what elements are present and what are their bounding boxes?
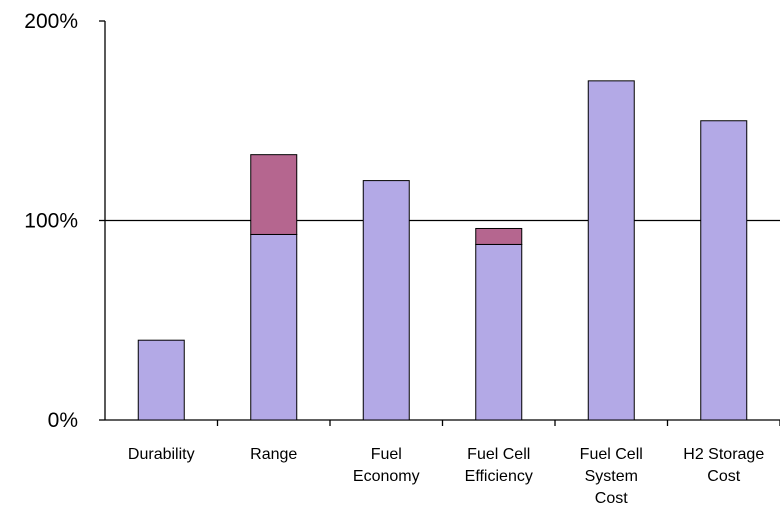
bar-base-3 bbox=[475, 243, 523, 421]
bar-base-1 bbox=[250, 233, 298, 421]
bar-base-2 bbox=[362, 180, 410, 421]
bar-stack-1 bbox=[250, 154, 298, 235]
chart-bars bbox=[137, 80, 748, 421]
x-category-label: Fuel Cell System Cost bbox=[580, 446, 643, 507]
y-tick-label: 0% bbox=[48, 409, 78, 432]
chart-axes bbox=[99, 20, 780, 426]
bar-base-5 bbox=[700, 120, 748, 421]
bar-base-0 bbox=[137, 339, 185, 421]
x-category-label: Fuel Economy bbox=[353, 446, 420, 485]
y-axis-tick-labels: 0% 100% 200% bbox=[24, 10, 78, 432]
x-category-label: H2 Storage Cost bbox=[683, 446, 764, 485]
bar-stack-3 bbox=[475, 227, 523, 245]
x-axis-category-labels: Durability Range Fuel Economy Fuel Cell Effic… bbox=[128, 446, 764, 507]
x-category-label: Range bbox=[250, 446, 297, 463]
x-category-label: Durability bbox=[128, 446, 195, 463]
bar-base-4 bbox=[587, 80, 635, 421]
x-category-label: Fuel Cell Efficiency bbox=[465, 446, 533, 485]
y-tick-label: 200% bbox=[24, 10, 78, 33]
y-tick-label: 100% bbox=[24, 210, 78, 233]
